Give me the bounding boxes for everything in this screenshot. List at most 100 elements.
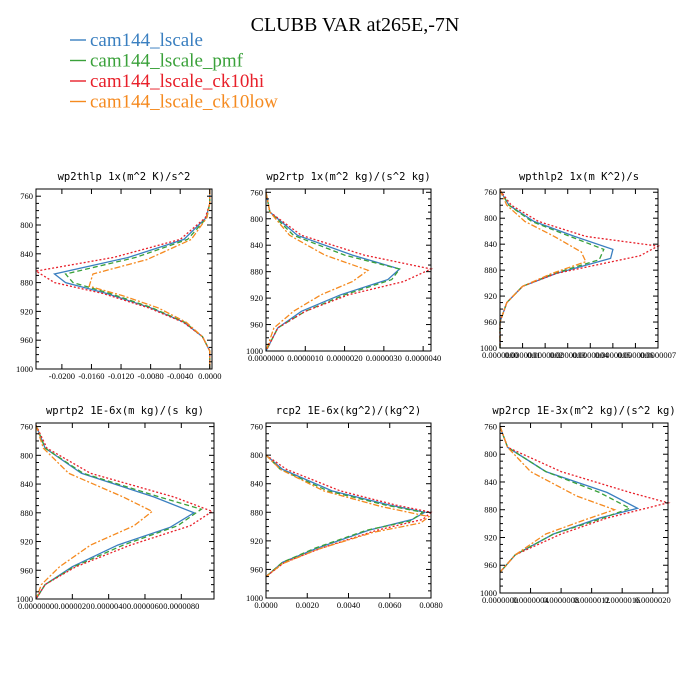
- x-tick-label: 0.0000: [198, 371, 221, 381]
- y-tick-label: 1000: [16, 364, 33, 374]
- panel-title: wpthlp2 1x(m K^2)/s: [519, 171, 639, 183]
- panel-5: rcp2 1E-6x(kg^2)/(kg^2) 760 800 840 880 920 96…: [246, 405, 443, 610]
- y-tick-label: 840: [484, 239, 497, 249]
- y-tick-label: 960: [20, 335, 33, 345]
- y-tick-label: 800: [484, 213, 497, 223]
- x-tick-label: 0.0000012: [574, 595, 610, 605]
- y-tick-label: 880: [484, 265, 497, 275]
- series-line-cam144_lscale_ck10low: [265, 192, 370, 352]
- panel-title: wp2rtp 1x(m^2 kg)/(s^2 kg): [266, 171, 430, 183]
- panel-title: wprtp2 1E-6x(m kg)/(s kg): [46, 405, 204, 417]
- y-tick-label: 760: [484, 187, 497, 197]
- series-line-cam144_lscale_ck10low: [265, 454, 431, 578]
- y-tick-label: 840: [484, 477, 497, 487]
- panel-6: wp2rcp 1E-3x(m^2 kg)/(s^2 kg) 760 800 840 88…: [480, 405, 676, 605]
- x-tick-label: 0.0000060: [127, 601, 163, 611]
- plot-frame: [499, 422, 669, 594]
- y-tick-label: 1000: [246, 346, 263, 356]
- x-tick-label: 0.0000040: [405, 353, 441, 363]
- y-tick-label: 840: [250, 479, 263, 489]
- x-tick-label: 0.0000020: [327, 353, 363, 363]
- x-tick-label: 0.0000040: [91, 601, 127, 611]
- series-line-cam144_lscale_pmf: [265, 454, 425, 578]
- x-tick-label: 0.0000000: [482, 350, 518, 360]
- panels: wp2thlp 1x(m^2 K)/s^2 760 800 840 880 920 960 1…: [16, 171, 676, 611]
- y-tick-label: 1000: [480, 588, 497, 598]
- y-tick-label: 880: [250, 507, 263, 517]
- y-tick-label: 920: [484, 291, 497, 301]
- legend: cam144_lscalecam144_lscale_pmfcam144_lsc…: [70, 30, 278, 113]
- series-line-cam144_lscale_ck10hi: [34, 189, 211, 369]
- x-tick-label: -0.0040: [167, 371, 193, 381]
- y-tick-label: 880: [250, 267, 263, 277]
- series-line-cam144_lscale_ck10low: [35, 425, 154, 600]
- y-tick-label: 960: [20, 565, 33, 575]
- series-line-cam144_lscale_pmf: [499, 426, 632, 573]
- x-tick-label: 0.0000000: [482, 595, 518, 605]
- plot-frame: [265, 188, 432, 352]
- x-tick-label: 0.0000008: [543, 595, 579, 605]
- panel-title: rcp2 1E-6x(kg^2)/(kg^2): [276, 405, 421, 417]
- y-tick-label: 760: [20, 422, 33, 432]
- series-line-cam144_lscale_ck10low: [88, 189, 211, 369]
- x-tick-label: 0.0040: [337, 600, 360, 610]
- x-tick-label: 0.0000010: [287, 353, 323, 363]
- x-tick-label: 0.0000020: [635, 595, 671, 605]
- x-tick-label: 0.0000001: [505, 350, 541, 360]
- y-tick-label: 800: [250, 214, 263, 224]
- y-tick-label: 760: [250, 422, 263, 432]
- x-tick-label: 0.0020: [296, 600, 319, 610]
- x-tick-label: 0.0000000: [18, 601, 54, 611]
- y-tick-label: 800: [20, 220, 33, 230]
- y-tick-label: 1000: [16, 594, 33, 604]
- series-line-cam144_lscale: [35, 424, 196, 600]
- series-line-cam144_lscale_ck10hi: [499, 189, 661, 348]
- legend-label-0: cam144_lscale: [90, 30, 203, 51]
- series-line-cam144_lscale: [265, 454, 427, 578]
- y-tick-label: 760: [250, 187, 263, 197]
- series-line-cam144_lscale_ck10low: [499, 190, 587, 348]
- x-tick-label: 0.0060: [378, 600, 401, 610]
- y-tick-label: 960: [250, 320, 263, 330]
- plot-frame: [35, 422, 215, 600]
- y-tick-label: 960: [484, 317, 497, 327]
- x-tick-label: -0.0200: [49, 371, 75, 381]
- y-tick-label: 880: [484, 505, 497, 515]
- panel-title: wp2thlp 1x(m^2 K)/s^2: [58, 171, 191, 183]
- y-tick-label: 800: [20, 450, 33, 460]
- x-tick-label: 0.0000004: [512, 595, 549, 605]
- x-tick-label: -0.0120: [108, 371, 134, 381]
- x-tick-label: 0.0000006: [617, 350, 653, 360]
- x-tick-label: 0.0000002: [527, 350, 563, 360]
- series-line-cam144_lscale_pmf: [35, 424, 203, 600]
- y-tick-label: 880: [20, 508, 33, 518]
- x-tick-label: 0.0000030: [366, 353, 402, 363]
- series-line-cam144_lscale_pmf: [64, 189, 211, 369]
- series-line-cam144_lscale_ck10hi: [265, 192, 434, 352]
- x-tick-label: 0.0000007: [640, 350, 676, 360]
- x-tick-label: 0.0000004: [572, 350, 609, 360]
- x-tick-label: 0.0080: [419, 600, 442, 610]
- x-tick-label: 0.0000016: [604, 595, 640, 605]
- y-tick-label: 840: [20, 249, 33, 259]
- series-line-cam144_lscale: [265, 192, 401, 352]
- panel-2: wp2rtp 1x(m^2 kg)/(s^2 kg)760 800 840 880 92…: [246, 171, 441, 363]
- x-tick-label: 0.0000: [254, 600, 277, 610]
- y-tick-label: 1000: [246, 593, 263, 603]
- series-line-cam144_lscale_ck10hi: [499, 426, 671, 573]
- panel-1: wp2thlp 1x(m^2 K)/s^2 760 800 840 880 920 960 1…: [16, 171, 221, 381]
- y-tick-label: 800: [484, 449, 497, 459]
- y-tick-label: 920: [20, 537, 33, 547]
- x-tick-label: 0.0000000: [248, 353, 284, 363]
- figure-title: CLUBB VAR at265E,-7N: [251, 14, 460, 36]
- y-tick-label: 920: [20, 306, 33, 316]
- y-tick-label: 840: [20, 479, 33, 489]
- y-tick-label: 920: [250, 536, 263, 546]
- y-tick-label: 920: [250, 293, 263, 303]
- panel-4: wprtp2 1E-6x(m kg)/(s kg) 760 800 840 880 920…: [16, 405, 215, 611]
- panel-3: wpthlp2 1x(m K^2)/s 760 800 840 880 920 960 100…: [480, 171, 676, 360]
- plot-frame: [499, 188, 659, 349]
- y-tick-label: 800: [250, 450, 263, 460]
- series-line-cam144_lscale: [499, 426, 640, 573]
